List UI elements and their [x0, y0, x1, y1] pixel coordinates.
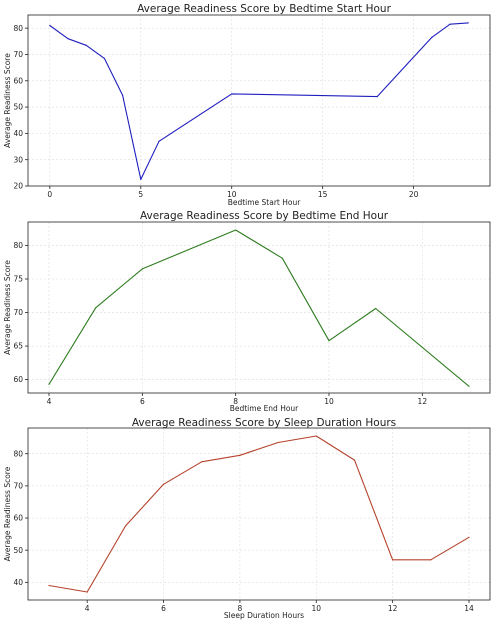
x-tick-label: 10 — [324, 397, 334, 406]
x-tick-label: 4 — [47, 397, 52, 406]
y-tick-label: 30 — [13, 155, 23, 164]
series-line — [48, 435, 470, 593]
plot-frame — [27, 14, 491, 187]
x-tick-label: 6 — [140, 397, 145, 406]
data-point — [468, 385, 470, 387]
y-tick-label: 80 — [13, 241, 23, 250]
y-tick-label: 70 — [13, 50, 23, 59]
plot-frame — [27, 427, 491, 601]
data-point — [449, 23, 451, 25]
data-point — [468, 536, 470, 538]
data-point — [49, 24, 51, 27]
x-tick-label: 20 — [409, 190, 419, 199]
data-point — [431, 36, 433, 38]
data-point — [201, 461, 203, 463]
data-point — [48, 383, 50, 385]
chart-title: Average Readiness Score by Bedtime Start… — [137, 3, 391, 15]
series-line — [48, 229, 470, 387]
data-point — [392, 559, 394, 561]
y-tick-label: 40 — [13, 129, 23, 138]
y-tick-label: 70 — [13, 481, 23, 490]
y-tick-label: 75 — [13, 275, 23, 284]
chart-title: Average Readiness Score by Sleep Duratio… — [132, 417, 396, 429]
x-tick-label: 15 — [318, 190, 328, 199]
data-point — [277, 441, 279, 444]
x-tick-label: 6 — [161, 604, 166, 613]
chart-panel-1: 0 5 10 15 20 20 30 40 50 60 70 80 Average Readiness … — [3, 3, 491, 207]
y-tick-label: 50 — [13, 546, 23, 555]
x-tick-label: 8 — [233, 397, 238, 406]
data-point — [235, 229, 237, 231]
x-axis-label: Bedtime Start Hour — [228, 198, 302, 207]
y-tick-label: 20 — [13, 182, 23, 191]
data-point — [124, 525, 126, 527]
data-point — [231, 93, 233, 95]
x-tick-label: 8 — [238, 604, 243, 613]
x-tick-label: 12 — [388, 604, 398, 613]
data-point — [140, 178, 142, 181]
data-point — [95, 307, 97, 309]
data-point — [353, 459, 356, 461]
data-point — [375, 307, 377, 310]
chart-panel-2: 4 6 8 10 12 60 65 70 75 80 Average Readiness Score… — [3, 210, 491, 413]
x-tick-label: 5 — [138, 190, 143, 199]
y-tick-label: 70 — [13, 308, 23, 317]
data-point — [85, 44, 87, 46]
x-tick-label: 14 — [464, 604, 474, 613]
y-axis-label: Average Readiness Score — [3, 466, 12, 561]
data-point — [158, 140, 160, 142]
y-tick-label: 80 — [13, 24, 23, 33]
data-point — [328, 340, 330, 342]
data-point — [281, 257, 283, 259]
y-tick-label: 60 — [13, 76, 23, 85]
y-axis-label: Average Readiness Score — [3, 260, 12, 355]
data-point — [430, 559, 432, 561]
data-point — [48, 584, 50, 587]
data-point — [162, 483, 165, 485]
data-point — [376, 95, 378, 98]
y-tick-label: 40 — [13, 578, 23, 587]
data-point — [103, 57, 105, 60]
data-point — [86, 591, 88, 593]
data-point — [315, 435, 317, 437]
x-tick-label: 12 — [418, 397, 428, 406]
series-line — [49, 22, 469, 180]
y-tick-label: 80 — [13, 449, 23, 458]
x-tick-label: 4 — [85, 604, 90, 613]
x-axis-label: Sleep Duration Hours — [224, 611, 304, 620]
plot-frame — [27, 221, 491, 394]
y-tick-label: 50 — [13, 103, 23, 112]
data-point — [67, 38, 69, 40]
x-axis-label: Bedtime End Hour — [230, 404, 299, 413]
x-tick-label: 10 — [227, 190, 237, 199]
data-point — [239, 454, 241, 456]
x-tick-label: 0 — [47, 190, 52, 199]
data-point — [141, 268, 143, 270]
y-tick-label: 60 — [13, 375, 23, 384]
data-point — [467, 22, 469, 24]
data-point — [121, 94, 124, 96]
chart-title: Average Readiness Score by Bedtime End H… — [140, 210, 389, 222]
y-tick-label: 65 — [13, 342, 23, 351]
x-tick-label: 10 — [311, 604, 321, 613]
y-tick-label: 60 — [13, 514, 23, 523]
y-axis-label: Average Readiness Score — [3, 53, 12, 148]
